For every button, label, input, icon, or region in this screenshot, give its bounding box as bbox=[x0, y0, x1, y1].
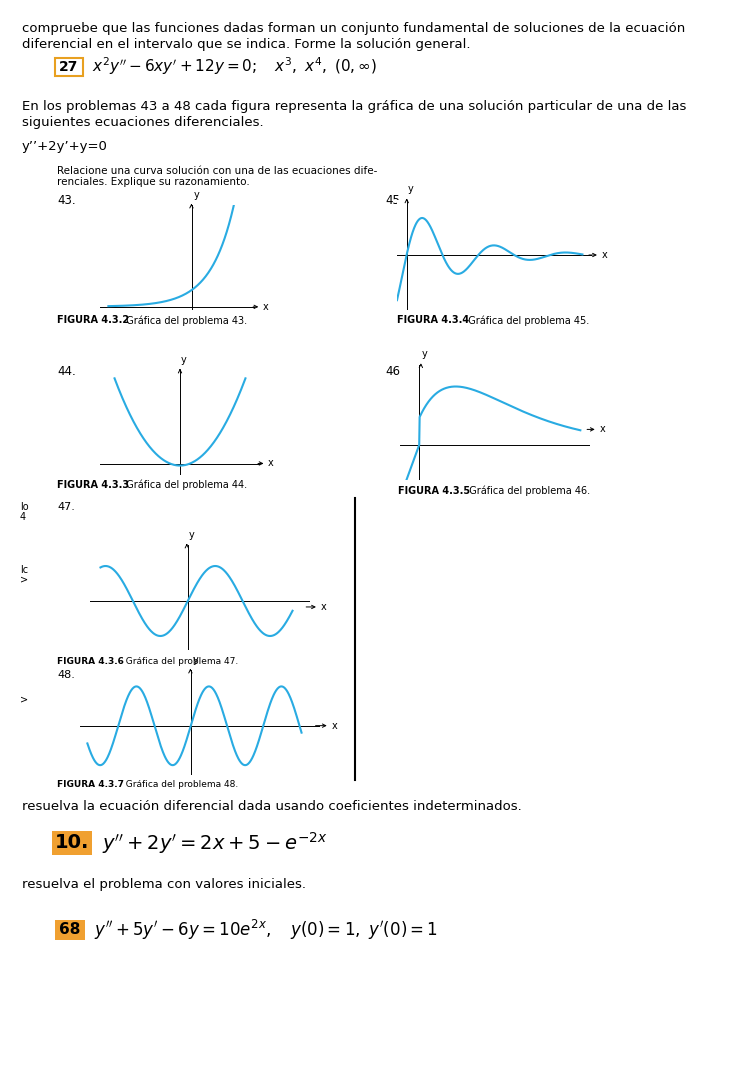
Text: $y^{\prime\prime} + 2y^{\prime} = 2x + 5 - e^{-2x}$: $y^{\prime\prime} + 2y^{\prime} = 2x + 5… bbox=[102, 830, 327, 855]
Text: FIGURA 4.3.3: FIGURA 4.3.3 bbox=[57, 480, 129, 490]
Text: y’’+2y’+y=0: y’’+2y’+y=0 bbox=[22, 140, 108, 153]
Text: x: x bbox=[268, 458, 273, 468]
Text: x: x bbox=[602, 250, 608, 260]
Text: Gráfica del problema 48.: Gráfica del problema 48. bbox=[120, 780, 238, 789]
Text: 46.: 46. bbox=[385, 365, 404, 378]
Text: Gráfica del problema 43.: Gráfica del problema 43. bbox=[120, 315, 247, 326]
Text: Gráfica del problema 45.: Gráfica del problema 45. bbox=[462, 315, 589, 326]
Text: Gráfica del problema 46.: Gráfica del problema 46. bbox=[463, 486, 590, 496]
Text: lo: lo bbox=[20, 502, 29, 512]
Text: 45.: 45. bbox=[385, 194, 404, 207]
Text: y: y bbox=[188, 529, 194, 540]
Text: FIGURA 4.3.6: FIGURA 4.3.6 bbox=[57, 657, 124, 666]
Text: lc: lc bbox=[20, 565, 28, 575]
Text: Gráfica del problema 47.: Gráfica del problema 47. bbox=[120, 657, 238, 666]
Bar bbox=[55, 58, 83, 76]
Text: x: x bbox=[600, 424, 605, 435]
Text: 47.: 47. bbox=[57, 502, 75, 512]
Text: compruebe que las funciones dadas forman un conjunto fundamental de soluciones d: compruebe que las funciones dadas forman… bbox=[22, 22, 685, 36]
Text: FIGURA 4.3.2: FIGURA 4.3.2 bbox=[57, 315, 129, 325]
Text: 43.: 43. bbox=[57, 194, 76, 207]
Text: En los problemas 43 a 48 cada figura representa la gráfica de una solución parti: En los problemas 43 a 48 cada figura rep… bbox=[22, 100, 686, 113]
Text: Relacione una curva solución con una de las ecuaciones dife-: Relacione una curva solución con una de … bbox=[57, 166, 377, 176]
Text: diferencial en el intervalo que se indica. Forme la solución general.: diferencial en el intervalo que se indic… bbox=[22, 38, 470, 51]
Text: 68: 68 bbox=[60, 922, 81, 937]
Text: Gráfica del problema 44.: Gráfica del problema 44. bbox=[120, 480, 247, 491]
Text: FIGURA 4.3.5: FIGURA 4.3.5 bbox=[398, 486, 470, 496]
Text: 27: 27 bbox=[60, 60, 79, 74]
Bar bbox=[55, 920, 85, 940]
Text: x: x bbox=[262, 302, 268, 312]
Bar bbox=[52, 831, 92, 855]
Text: resuelva el problema con valores iniciales.: resuelva el problema con valores inicial… bbox=[22, 878, 306, 891]
Text: 10.: 10. bbox=[55, 834, 89, 852]
Text: >: > bbox=[20, 695, 28, 705]
Text: $x^2y^{\prime\prime} - 6xy^{\prime} + 12y = 0;\quad x^3,\ x^4,\ (0,\infty)$: $x^2y^{\prime\prime} - 6xy^{\prime} + 12… bbox=[92, 55, 377, 76]
Text: siguientes ecuaciones diferenciales.: siguientes ecuaciones diferenciales. bbox=[22, 116, 264, 129]
Text: x: x bbox=[321, 601, 327, 612]
Text: 48.: 48. bbox=[57, 670, 75, 680]
Text: FIGURA 4.3.7: FIGURA 4.3.7 bbox=[57, 780, 124, 789]
Text: y: y bbox=[180, 355, 186, 365]
Text: y: y bbox=[193, 189, 199, 200]
Text: $y^{\prime\prime} + 5y^{\prime} - 6y = 10e^{2x},\quad y(0) = 1,\ y^{\prime}(0) =: $y^{\prime\prime} + 5y^{\prime} - 6y = 1… bbox=[94, 918, 438, 943]
Text: y: y bbox=[422, 350, 428, 359]
Text: >: > bbox=[20, 575, 28, 585]
Text: 4: 4 bbox=[20, 512, 26, 522]
Text: resuelva la ecuación diferencial dada usando coeficientes indeterminados.: resuelva la ecuación diferencial dada us… bbox=[22, 799, 522, 813]
Text: 44.: 44. bbox=[57, 365, 76, 378]
Text: y: y bbox=[193, 655, 198, 665]
Text: x: x bbox=[332, 721, 338, 731]
Text: FIGURA 4.3.4: FIGURA 4.3.4 bbox=[397, 315, 469, 325]
Text: y: y bbox=[408, 184, 414, 195]
Text: renciales. Explique su razonamiento.: renciales. Explique su razonamiento. bbox=[57, 176, 250, 187]
